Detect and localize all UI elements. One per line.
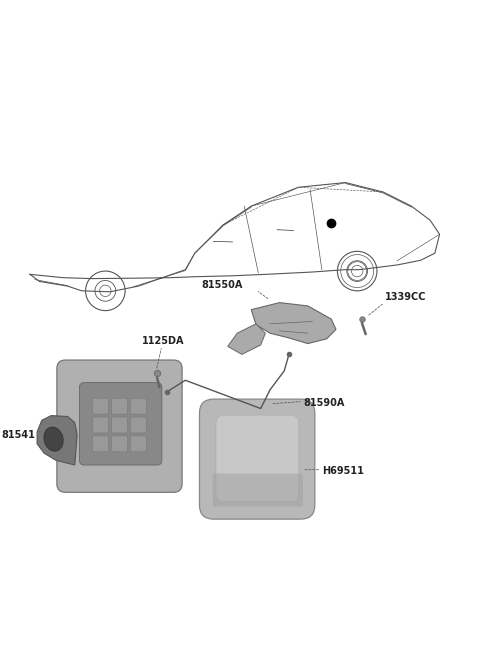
Text: 1125DA: 1125DA xyxy=(142,336,185,346)
Text: 81541: 81541 xyxy=(2,430,36,440)
FancyBboxPatch shape xyxy=(213,474,303,507)
Polygon shape xyxy=(228,324,265,354)
Ellipse shape xyxy=(44,427,63,451)
FancyBboxPatch shape xyxy=(80,382,162,465)
FancyBboxPatch shape xyxy=(111,398,128,414)
Polygon shape xyxy=(37,416,77,465)
Text: 81550A: 81550A xyxy=(202,279,243,290)
FancyBboxPatch shape xyxy=(111,417,128,433)
FancyBboxPatch shape xyxy=(216,415,299,502)
Text: 81590A: 81590A xyxy=(303,398,345,408)
FancyBboxPatch shape xyxy=(111,436,128,452)
FancyBboxPatch shape xyxy=(57,360,182,492)
Polygon shape xyxy=(251,303,336,344)
FancyBboxPatch shape xyxy=(93,436,108,452)
FancyBboxPatch shape xyxy=(93,398,108,414)
Text: H69511: H69511 xyxy=(322,466,364,476)
FancyBboxPatch shape xyxy=(130,417,146,433)
FancyBboxPatch shape xyxy=(200,399,315,519)
FancyBboxPatch shape xyxy=(130,436,146,452)
Text: 1339CC: 1339CC xyxy=(384,292,426,302)
FancyBboxPatch shape xyxy=(93,417,108,433)
FancyBboxPatch shape xyxy=(130,398,146,414)
